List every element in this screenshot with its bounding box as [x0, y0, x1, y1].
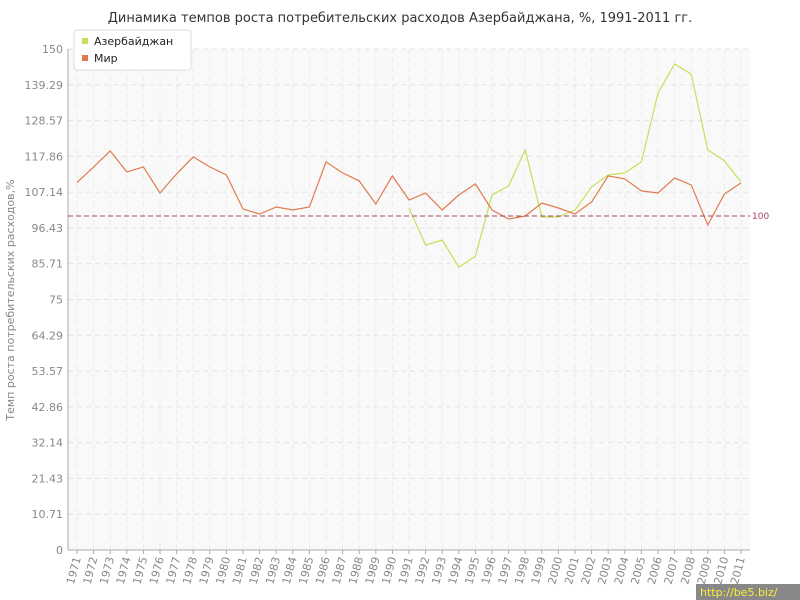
- y-tick-label: 139.29: [25, 79, 64, 92]
- reference-label: 100: [752, 212, 769, 222]
- y-tick-label: 128.57: [25, 115, 64, 128]
- y-tick-label: 64.29: [32, 329, 64, 342]
- chart-title: Динамика темпов роста потребительских ра…: [108, 11, 693, 26]
- y-tick-label: 53.57: [32, 365, 64, 378]
- y-tick-label: 10.71: [32, 508, 64, 521]
- y-tick-label: 117.86: [25, 150, 64, 163]
- y-tick-label: 107.14: [25, 186, 64, 199]
- y-tick-label: 96.43: [32, 222, 64, 235]
- series-line: [408, 63, 742, 268]
- legend-swatch: [82, 38, 88, 44]
- y-tick-label: 150: [42, 43, 63, 56]
- y-tick-label: 42.86: [32, 401, 64, 414]
- legend-label: Азербайджан: [94, 35, 173, 48]
- y-tick-label: 75: [49, 294, 63, 307]
- y-tick-label: 85.71: [32, 258, 64, 271]
- y-tick-label: 32.14: [32, 437, 64, 450]
- y-tick-label: 21.43: [32, 472, 64, 485]
- legend-swatch: [82, 55, 88, 61]
- series-line: [76, 150, 742, 227]
- marks: [76, 63, 742, 268]
- watermark-bg: [696, 584, 800, 600]
- y-tick-label: 0: [56, 544, 63, 557]
- watermark: http://be5.biz/: [700, 586, 778, 599]
- grid: [68, 48, 750, 551]
- y-axis-title: Темп роста потребительских расходов,%: [4, 179, 17, 421]
- legend-label: Мир: [94, 52, 118, 65]
- legend: [73, 29, 192, 71]
- x-tick-label: 2011: [728, 555, 748, 585]
